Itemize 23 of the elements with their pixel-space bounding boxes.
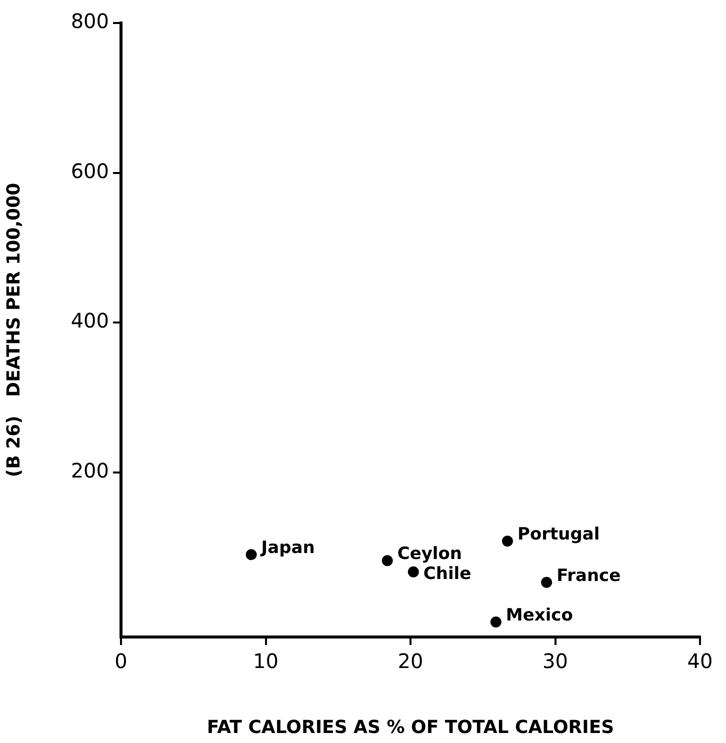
x-axis-title: FAT CALORIES AS % OF TOTAL CALORIES — [206, 716, 614, 738]
annotation: Japan — [260, 538, 315, 558]
y-tick-label: 800 — [70, 9, 109, 34]
y-tick-label: 400 — [70, 308, 109, 333]
y-tick-label: 600 — [70, 158, 109, 183]
point — [541, 576, 552, 588]
y-tick-label: 200 — [70, 458, 109, 482]
annotation: Chile — [423, 564, 472, 584]
x-tick-label: 20 — [398, 649, 424, 674]
x-tick-label: 30 — [542, 649, 568, 674]
annotation: France — [556, 566, 621, 586]
point — [502, 536, 513, 547]
point — [490, 616, 502, 628]
annotation: Ceylon — [397, 544, 462, 564]
annotation: Mexico — [506, 605, 573, 626]
x-tick-label: 0 — [114, 649, 128, 674]
annotation: Portugal — [517, 524, 600, 545]
y-axis-title: (B 26) DEATHS PER 100,000 — [3, 182, 24, 478]
point — [246, 549, 257, 560]
point — [382, 555, 393, 566]
x-tick-label: 10 — [253, 649, 278, 674]
x-tick-label: 40 — [687, 649, 713, 674]
point — [408, 566, 419, 578]
